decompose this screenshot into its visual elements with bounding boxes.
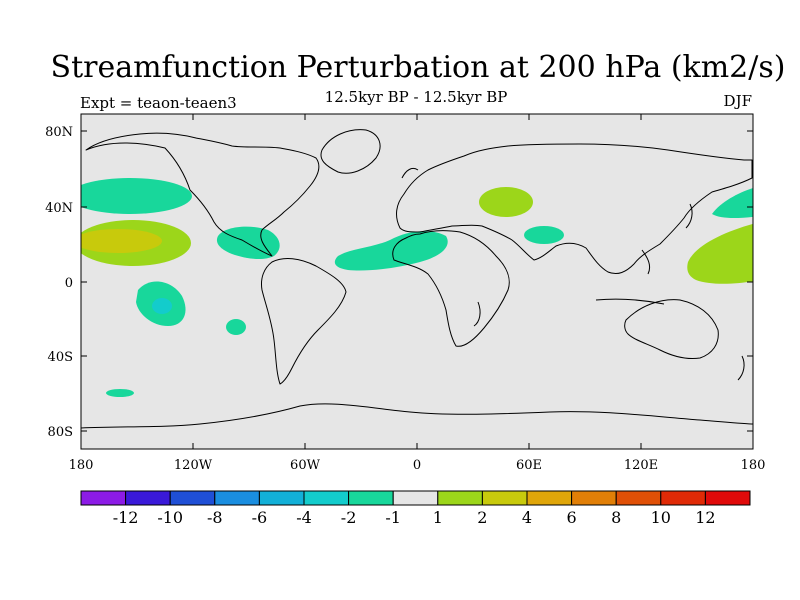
colorbar-label-0: -12 <box>113 508 139 527</box>
experiment-label: Expt = teaon-teaen3 <box>80 94 237 112</box>
lon-label-60e: 60E <box>516 458 542 473</box>
colorbar-label-7: 1 <box>433 508 443 527</box>
lat-label-80s: 80S <box>48 425 73 440</box>
coast-japan <box>685 203 693 229</box>
contour-atlantic-africa-neg <box>334 231 448 271</box>
plot-subtitle: 12.5kyr BP - 12.5kyr BP <box>324 88 508 106</box>
lon-ticks <box>80 114 754 449</box>
lon-label-180e: 180 <box>741 458 766 473</box>
contour-north-pacific-neg <box>81 178 192 214</box>
colorbar-swatch-5 <box>303 490 350 506</box>
colorbar-label-2: -8 <box>207 508 223 527</box>
coast-philippines <box>641 249 651 275</box>
contour-caspian-pos <box>479 187 533 217</box>
colorbar-swatch-1 <box>125 490 171 506</box>
colorbar-swatch-8 <box>437 490 483 506</box>
colorbar-label-1: -10 <box>157 508 183 527</box>
colorbar-label-13: 12 <box>695 508 715 527</box>
coast-africa <box>392 230 510 347</box>
colorbar-label-8: 2 <box>477 508 487 527</box>
coastlines <box>81 129 753 429</box>
lon-label-120w: 120W <box>174 458 213 473</box>
lat-label-80n: 80N <box>45 125 73 140</box>
colorbar-label-11: 8 <box>611 508 621 527</box>
coast-antarctica <box>81 403 753 429</box>
colorbar-label-3: -6 <box>252 508 268 527</box>
lat-label-40n: 40N <box>45 201 73 216</box>
coast-south-america <box>261 258 347 385</box>
lon-label-60w: 60W <box>290 458 321 473</box>
coast-greenland <box>320 129 381 174</box>
contour-south-pacific-small-neg <box>226 319 246 335</box>
colorbar-label-10: 6 <box>567 508 577 527</box>
colorbar-label-12: 10 <box>651 508 671 527</box>
lon-label-0: 0 <box>413 458 421 473</box>
coast-british-isles <box>401 167 419 179</box>
coast-north-america <box>85 132 320 257</box>
coast-eurasia <box>396 143 753 275</box>
lon-label-120e: 120E <box>624 458 658 473</box>
colorbar-swatch-7 <box>392 490 439 506</box>
coast-indonesia <box>595 298 665 305</box>
colorbar-swatch-6 <box>348 490 394 506</box>
contour-north-west-pacific-neg <box>712 188 753 218</box>
colorbar-swatch-0 <box>80 490 127 506</box>
colorbar-swatch-14 <box>704 490 751 506</box>
lat-label-0: 0 <box>65 276 73 291</box>
colorbar-swatch-4 <box>258 490 305 506</box>
contour-central-pacific-core <box>81 229 162 253</box>
colorbar-label-5: -2 <box>341 508 357 527</box>
colorbar-swatch-11 <box>571 490 617 506</box>
colorbar <box>80 490 751 506</box>
colorbar-swatch-12 <box>615 490 662 506</box>
contour-southern-ocean-neg <box>106 389 134 397</box>
contour-west-pacific-pos <box>687 223 753 284</box>
coast-new-zealand <box>737 355 745 381</box>
lon-label-180w: 180 <box>69 458 94 473</box>
colorbar-swatch-9 <box>481 490 528 506</box>
coast-australia <box>624 299 719 359</box>
colorbar-label-6: -1 <box>385 508 401 527</box>
colorbar-swatch-3 <box>214 490 260 506</box>
colorbar-label-9: 4 <box>522 508 532 527</box>
colorbar-swatch-13 <box>660 490 706 506</box>
colorbar-swatch-10 <box>526 490 573 506</box>
contour-caribbean-neg <box>216 226 280 260</box>
lat-label-40s: 40S <box>48 350 73 365</box>
colorbar-label-4: -4 <box>296 508 312 527</box>
lat-ticks <box>81 130 753 432</box>
colorbar-labels: -12 -10 -8 -6 -4 -2 -1 1 2 4 6 8 10 12 <box>113 508 716 527</box>
map-background <box>81 114 753 449</box>
colorbar-swatch-2 <box>169 490 216 506</box>
plot-title: Streamfunction Perturbation at 200 hPa (… <box>50 50 786 85</box>
contour-india-neg <box>524 226 564 244</box>
coast-madagascar <box>473 301 481 327</box>
contour-south-pacific-core <box>152 298 172 314</box>
season-label: DJF <box>723 92 752 110</box>
